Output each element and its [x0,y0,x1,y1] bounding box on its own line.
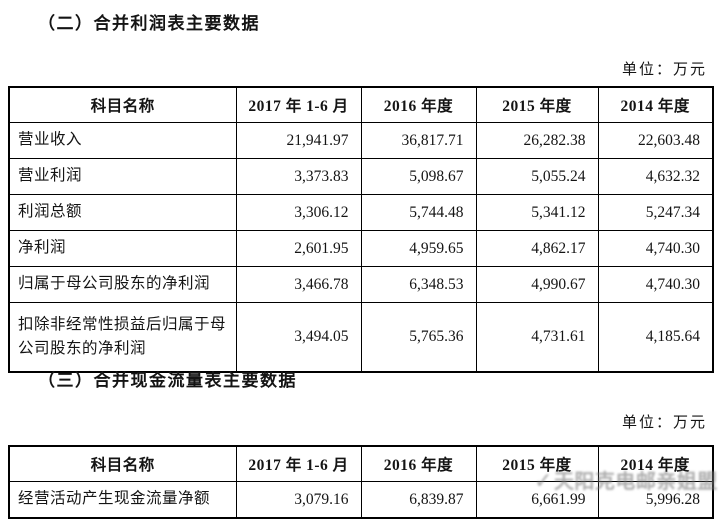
column-header-subject: 科目名称 [8,86,237,123]
table-header-row: 科目名称 2017 年 1-6 月 2016 年度 2015 年度 2014 年… [8,86,714,123]
row-label: 营业利润 [8,158,237,195]
column-header-2017: 2017 年 1-6 月 [235,86,362,123]
row-label: 营业收入 [8,122,237,159]
row-label: 净利润 [8,230,237,267]
cell-value: 4,959.65 [360,230,477,267]
table-row: 经营活动产生现金流量净额 3,079.16 6,839.87 6,661.99 … [8,481,714,519]
cell-value: 6,839.87 [360,481,477,519]
cell-value: 4,731.61 [475,302,599,373]
cell-value: 21,941.97 [235,122,362,159]
row-label: 经营活动产生现金流量净额 [8,481,237,519]
table-header-row: 科目名称 2017 年 1-6 月 2016 年度 2015 年度 2014 年… [8,445,714,482]
profit-table: 科目名称 2017 年 1-6 月 2016 年度 2015 年度 2014 年… [8,86,714,373]
cell-value: 3,306.12 [235,194,362,231]
cell-value: 5,341.12 [475,194,599,231]
cell-value: 4,740.30 [597,230,714,267]
row-label: 扣除非经常性损益后归属于母公司股东的净利润 [8,302,237,373]
cell-value: 4,862.17 [475,230,599,267]
column-header-2017: 2017 年 1-6 月 [235,445,362,482]
row-label: 归属于母公司股东的净利润 [8,266,237,303]
column-header-2015: 2015 年度 [475,445,599,482]
cell-value: 5,098.67 [360,158,477,195]
column-header-2014: 2014 年度 [597,445,714,482]
cashflow-table: 科目名称 2017 年 1-6 月 2016 年度 2015 年度 2014 年… [8,445,714,519]
cell-value: 4,632.32 [597,158,714,195]
cell-value: 6,348.53 [360,266,477,303]
table-row: 营业收入 21,941.97 36,817.71 26,282.38 22,60… [8,122,714,159]
cell-value: 5,744.48 [360,194,477,231]
table-row: 净利润 2,601.95 4,959.65 4,862.17 4,740.30 [8,230,714,267]
column-header-2016: 2016 年度 [360,445,477,482]
table-row: 利润总额 3,306.12 5,744.48 5,341.12 5,247.34 [8,194,714,231]
cell-value: 5,055.24 [475,158,599,195]
cell-value: 5,996.28 [597,481,714,519]
cell-value: 3,494.05 [235,302,362,373]
cell-value: 26,282.38 [475,122,599,159]
section-title-profit: （二）合并利润表主要数据 [38,14,260,33]
cell-value: 3,466.78 [235,266,362,303]
cell-value: 36,817.71 [360,122,477,159]
cell-value: 5,765.36 [360,302,477,373]
row-label: 利润总额 [8,194,237,231]
table-row: 归属于母公司股东的净利润 3,466.78 6,348.53 4,990.67 … [8,266,714,303]
cell-value: 5,247.34 [597,194,714,231]
cell-value: 6,661.99 [475,481,599,519]
column-header-2014: 2014 年度 [597,86,714,123]
cell-value: 4,185.64 [597,302,714,373]
cell-value: 3,373.83 [235,158,362,195]
cell-value: 2,601.95 [235,230,362,267]
cell-value: 22,603.48 [597,122,714,159]
cell-value: 4,990.67 [475,266,599,303]
section-title-cashflow: （三）合并现金流量表主要数据 [38,371,297,390]
cell-value: 4,740.30 [597,266,714,303]
table-row: 营业利润 3,373.83 5,098.67 5,055.24 4,632.32 [8,158,714,195]
column-header-2015: 2015 年度 [475,86,599,123]
column-header-2016: 2016 年度 [360,86,477,123]
table-row: 扣除非经常性损益后归属于母公司股东的净利润 3,494.05 5,765.36 … [8,302,714,373]
column-header-subject: 科目名称 [8,445,237,482]
cell-value: 3,079.16 [235,481,362,519]
unit-label-cashflow: 单位：万元 [621,415,707,431]
unit-label-profit: 单位：万元 [621,62,707,78]
